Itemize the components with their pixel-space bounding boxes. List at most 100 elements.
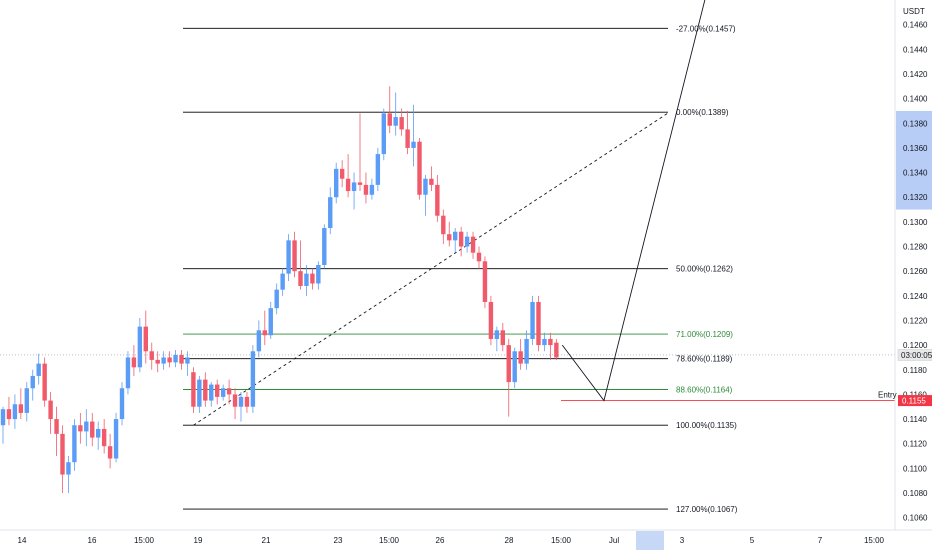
fib-level-label: 71.00%(0.1209) bbox=[676, 330, 733, 339]
time-tick-label: 23 bbox=[334, 536, 343, 545]
candle-bullish bbox=[161, 351, 166, 370]
fib-level-label: 100.00%(0.1135) bbox=[676, 421, 737, 430]
current-price-badge: 03:00:05 bbox=[897, 349, 932, 361]
candle-bullish bbox=[197, 375, 202, 413]
candle-bullish bbox=[96, 421, 101, 450]
candle-bearish bbox=[78, 412, 83, 444]
entry-price-badge: 0.1155 bbox=[898, 395, 932, 407]
price-tick-label: 0.1180 bbox=[903, 366, 927, 375]
candle-bullish bbox=[375, 147, 381, 192]
candle-bullish bbox=[393, 92, 398, 136]
time-tick-label: 15:00 bbox=[134, 536, 155, 545]
price-axis-background[interactable] bbox=[895, 0, 932, 530]
time-tick-label: 26 bbox=[436, 536, 445, 545]
candle-bearish bbox=[107, 433, 113, 469]
candle-bearish bbox=[518, 338, 523, 370]
candle-bullish bbox=[381, 108, 386, 161]
time-axis-highlight bbox=[636, 531, 664, 550]
candle-bearish bbox=[500, 322, 505, 352]
fib-level-label: -27.00%(0.1457) bbox=[676, 24, 736, 33]
fib-trend-line[interactable] bbox=[193, 111, 670, 426]
price-tick-label: 0.1220 bbox=[903, 316, 928, 325]
candle-bearish bbox=[476, 246, 482, 269]
price-tick-label: 0.1200 bbox=[903, 341, 928, 350]
candle-bearish bbox=[345, 154, 351, 198]
candle-bullish bbox=[12, 394, 18, 429]
time-tick-label: 14 bbox=[18, 536, 27, 545]
candle-bearish bbox=[42, 357, 47, 407]
projection-path[interactable] bbox=[561, 0, 711, 402]
candle-bullish bbox=[369, 178, 375, 200]
candle-bearish bbox=[143, 310, 148, 364]
candle-bearish bbox=[131, 345, 137, 376]
price-tick-label: 0.1240 bbox=[903, 292, 928, 301]
price-axis-ticks: 0.1460 0.1440 0.1420 0.1400 0.1380 0.1360 0.13… bbox=[903, 21, 928, 523]
time-tick-label: 21 bbox=[262, 536, 271, 545]
price-tick-label: 0.1280 bbox=[903, 243, 928, 252]
candle-bullish bbox=[250, 345, 256, 413]
time-tick-label: 3 bbox=[680, 536, 685, 545]
candle-bearish bbox=[292, 231, 297, 278]
candle-bearish bbox=[203, 372, 208, 407]
price-tick-label: 0.1400 bbox=[903, 95, 928, 104]
candle-bearish bbox=[101, 419, 107, 454]
candle-bullish bbox=[220, 384, 226, 401]
candle-bearish bbox=[363, 172, 369, 204]
candle-bullish bbox=[316, 261, 321, 290]
candle-bearish bbox=[310, 268, 315, 290]
candle-bearish bbox=[6, 396, 12, 426]
price-tick-label: 0.1120 bbox=[903, 440, 927, 449]
candle-bullish bbox=[0, 406, 6, 444]
candle-bearish bbox=[339, 160, 345, 188]
candle-bearish bbox=[298, 240, 303, 290]
candle-bullish bbox=[280, 268, 285, 296]
trend-line-layer[interactable] bbox=[193, 111, 670, 426]
price-tick-label: 0.1100 bbox=[903, 464, 927, 473]
projection-path-layer[interactable] bbox=[561, 0, 711, 402]
candle-bearish bbox=[417, 138, 422, 200]
candle-bullish bbox=[512, 347, 517, 389]
candle-bearish bbox=[149, 342, 154, 370]
candle-bullish bbox=[119, 382, 125, 426]
candle-bearish bbox=[357, 113, 363, 192]
time-tick-label: 16 bbox=[88, 536, 97, 545]
price-axis-highlight bbox=[896, 110, 932, 210]
candle-bullish bbox=[125, 351, 131, 395]
countdown-label: 03:00:05 bbox=[901, 351, 932, 360]
candle-bearish bbox=[60, 425, 65, 494]
time-axis-background[interactable] bbox=[0, 530, 932, 550]
price-tick-label: 0.1380 bbox=[903, 119, 928, 128]
candle-bullish bbox=[256, 320, 262, 358]
price-tick-label: 0.1420 bbox=[903, 70, 928, 79]
candle-bearish bbox=[244, 391, 250, 413]
candle-bearish bbox=[155, 351, 160, 373]
candle-bullish bbox=[268, 301, 273, 339]
candle-bearish bbox=[18, 388, 24, 420]
candle-bearish bbox=[429, 166, 434, 192]
candle-bullish bbox=[30, 369, 35, 401]
time-tick-label: 5 bbox=[750, 536, 755, 545]
time-tick-label: 15:00 bbox=[864, 536, 885, 545]
candle-bullish bbox=[542, 332, 547, 352]
candle-bullish bbox=[322, 224, 327, 269]
price-tick-label: 0.1160 bbox=[903, 390, 927, 399]
candle-bullish bbox=[66, 456, 71, 494]
price-tick-label: 0.1060 bbox=[903, 514, 928, 523]
time-tick-label: 15:00 bbox=[551, 536, 572, 545]
candle-bearish bbox=[90, 412, 95, 447]
candle-bullish bbox=[334, 162, 339, 204]
candle-bearish bbox=[536, 295, 541, 352]
price-tick-label: 0.1460 bbox=[903, 21, 928, 30]
price-tick-label: 0.1340 bbox=[903, 169, 928, 178]
candle-bullish bbox=[524, 330, 529, 370]
price-tick-label: 0.1260 bbox=[903, 267, 928, 276]
candle-bearish bbox=[441, 209, 446, 245]
candle-bearish bbox=[435, 175, 440, 222]
time-tick-label: 15:00 bbox=[379, 536, 400, 545]
candle-bullish bbox=[209, 382, 214, 407]
price-tick-label: 0.1440 bbox=[903, 45, 928, 54]
candle-bearish bbox=[191, 367, 196, 413]
candle-bullish bbox=[84, 409, 89, 447]
currency-label: USDT bbox=[903, 7, 925, 16]
